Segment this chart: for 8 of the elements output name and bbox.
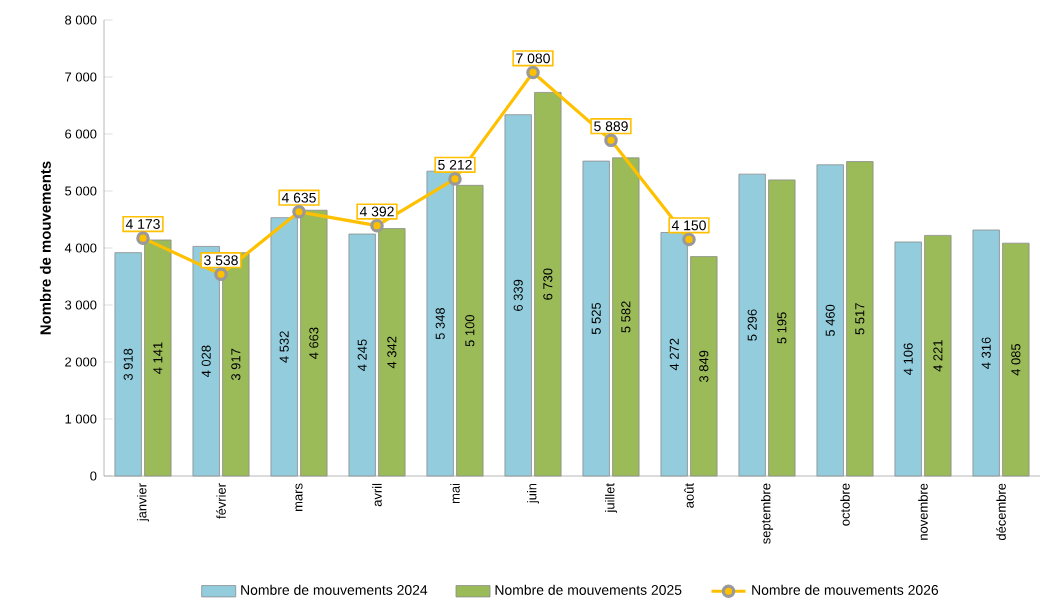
point: [526, 65, 540, 80]
point: [292, 205, 306, 219]
point: [682, 232, 696, 247]
point: [214, 267, 228, 282]
point: [448, 172, 462, 186]
point: [370, 218, 384, 233]
point: [604, 133, 618, 148]
point: [136, 231, 150, 245]
